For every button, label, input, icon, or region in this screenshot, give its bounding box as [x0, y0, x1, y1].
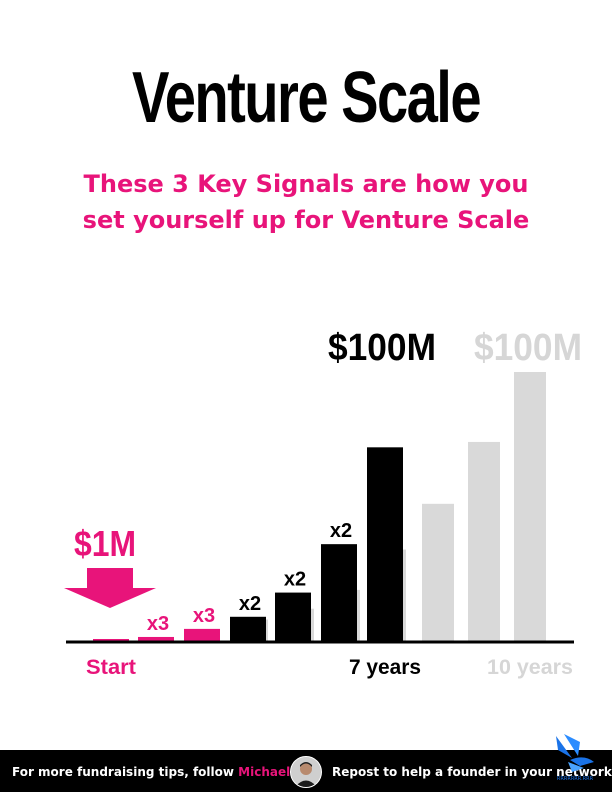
ghost-bar-7	[514, 372, 546, 641]
main-bar-3	[184, 628, 220, 641]
page-title: Venture Scale	[131, 58, 482, 138]
multiplier-label-4: x2	[284, 569, 306, 591]
main-bar-4	[230, 616, 266, 641]
main-bar-6	[321, 544, 357, 641]
footer-follow: For more fundraising tips, follow Michae…	[12, 765, 313, 779]
chart-labels-layer: $1M $100M $100M Start 7 years 10 years x…	[64, 327, 582, 679]
down-arrow-icon	[64, 568, 156, 608]
x-label-end: 7 years	[349, 656, 421, 679]
main-bar-5	[275, 592, 311, 641]
footer-follow-text: For more fundraising tips, follow	[12, 765, 239, 779]
ghost-bar-5	[422, 503, 454, 641]
main-bar-1	[93, 639, 129, 641]
footer-repost: Repost to help a founder in your network	[332, 765, 612, 779]
avatar-icon	[290, 756, 322, 788]
multiplier-label-2: x3	[193, 605, 215, 627]
x-label-start: Start	[86, 656, 136, 679]
end-value-label: $100M	[328, 327, 436, 369]
logo-text: RRRRRRR.RRR	[557, 776, 594, 782]
multiplier-label-1: x3	[147, 613, 169, 635]
subtitle-line-2: set yourself up for Venture Scale	[82, 206, 530, 234]
x-label-ghost-end: 10 years	[487, 656, 573, 679]
multiplier-label-3: x2	[239, 593, 261, 615]
main-bar-7	[367, 447, 403, 641]
ghost-end-value-label: $100M	[474, 327, 582, 369]
page-subtitle: These 3 Key Signals are how you set your…	[0, 166, 612, 238]
start-value-label: $1M	[74, 523, 136, 564]
multiplier-label-5: x2	[330, 520, 352, 542]
ghost-bar-6	[468, 441, 500, 641]
footer-bar: For more fundraising tips, follow Michae…	[0, 750, 612, 792]
main-bar-2	[138, 636, 174, 641]
growth-bar-chart: $1M $100M $100M Start 7 years 10 years x…	[64, 327, 582, 679]
bird-logo-icon: RRRRRRR.RRR	[556, 734, 594, 782]
subtitle-line-1: These 3 Key Signals are how you	[83, 170, 529, 198]
main-series-layer	[93, 447, 403, 641]
